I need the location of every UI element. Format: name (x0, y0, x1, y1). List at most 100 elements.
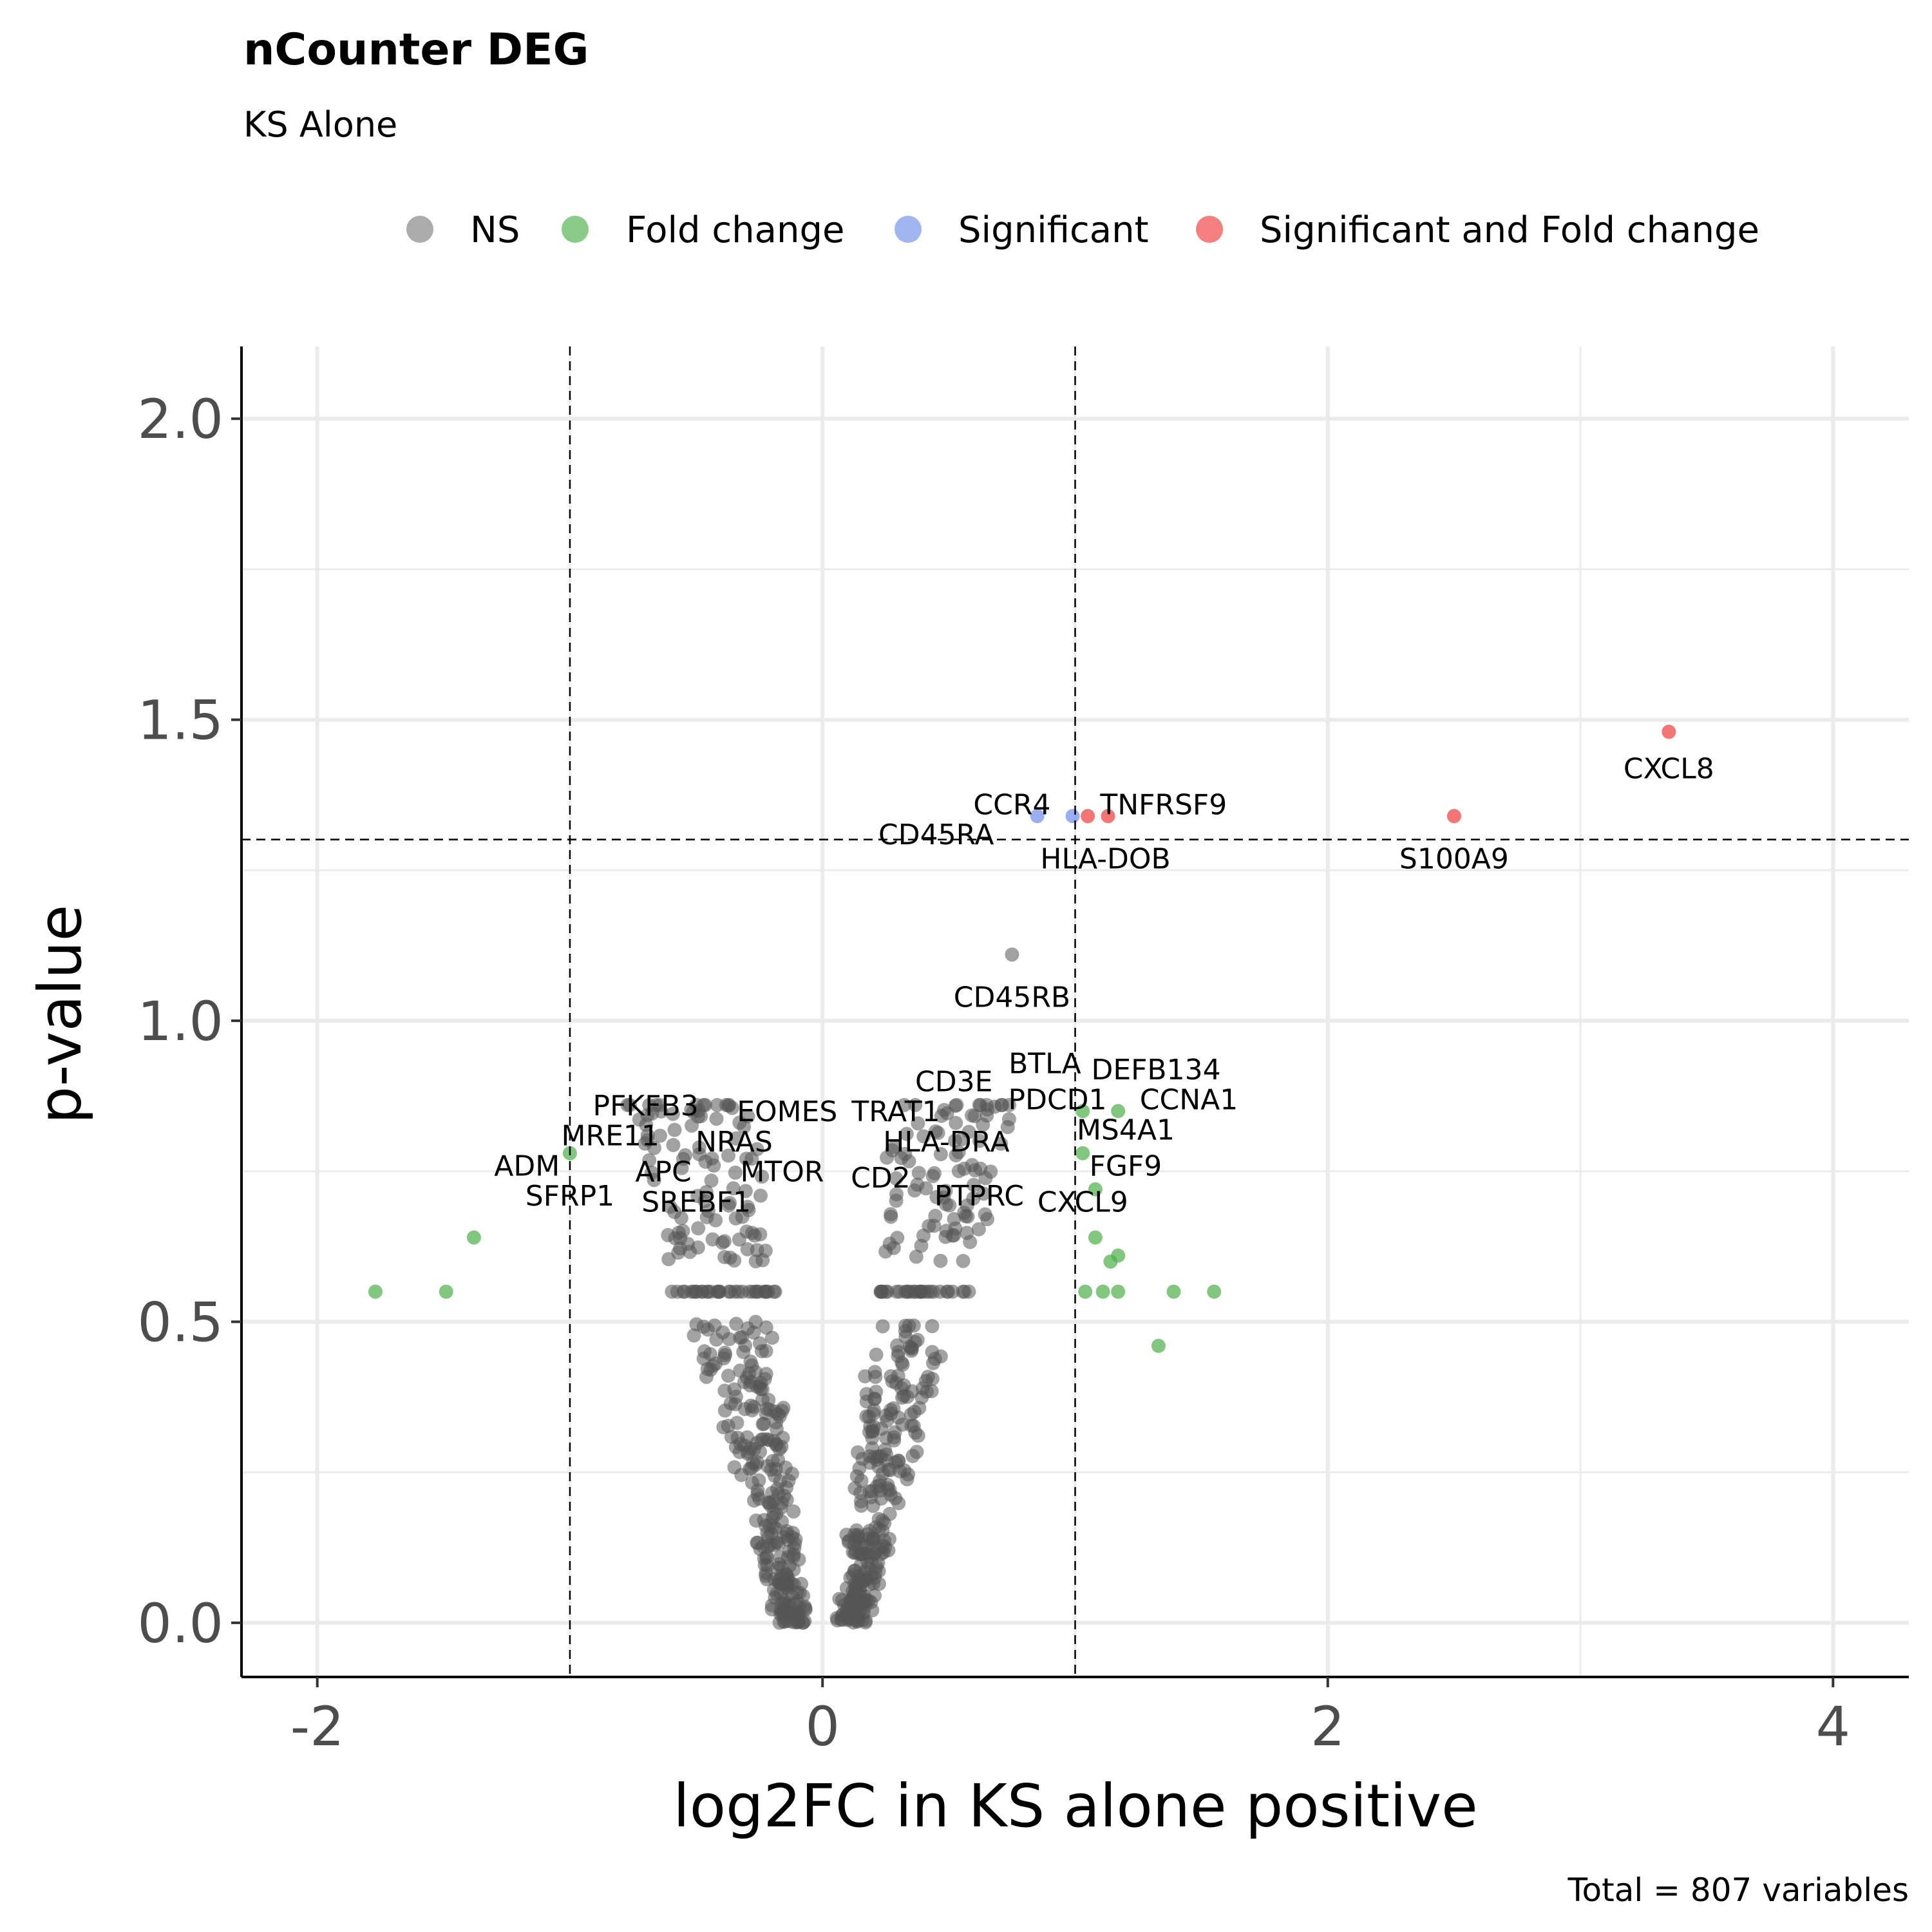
chart-subtitle: KS Alone (243, 104, 397, 145)
legend-item-fold-change: Fold change (562, 209, 844, 251)
ns-point (620, 1097, 635, 1112)
ns-point (904, 1343, 919, 1358)
ns-point (764, 1598, 779, 1613)
ns-point (763, 1498, 778, 1513)
ns-point (705, 1151, 719, 1166)
ns-point (642, 1153, 657, 1168)
ns-point (746, 1325, 761, 1340)
point-fold-change (1095, 1284, 1110, 1299)
ns-point (721, 1368, 735, 1383)
ns-point (890, 1338, 905, 1353)
ns-point (914, 1390, 929, 1405)
ns-point (925, 1372, 940, 1387)
ns-point (868, 1370, 883, 1385)
ns-point (735, 1330, 750, 1345)
ns-point (732, 1444, 747, 1459)
ns-point (748, 1314, 763, 1329)
ns-point (704, 1173, 719, 1188)
ns-point (666, 1138, 681, 1153)
ns-point (721, 1098, 736, 1113)
axes (240, 346, 1909, 1678)
x-tick-label: 0 (806, 1695, 840, 1758)
ns-point (958, 1209, 973, 1224)
ns-point (848, 1600, 862, 1615)
ns-point (1000, 1120, 1015, 1135)
ns-point (721, 1418, 735, 1433)
ns-point (728, 1211, 743, 1226)
ns-point (865, 1430, 880, 1445)
ns-point (737, 1119, 752, 1134)
gene-label: CD2 (851, 1162, 911, 1195)
ns-point (699, 1184, 714, 1199)
ns-point (889, 1376, 904, 1390)
ns-point (965, 1108, 980, 1122)
legend-label-sig-and-fc: Significant and Fold change (1260, 209, 1759, 251)
gene-labels: CXCL8 S100A9 CCR4 TNFRSF9 CD45RA HLA-DOB CD45R… (494, 752, 1714, 1218)
legend-item-significant: Significant (895, 209, 1149, 251)
ns-point (752, 1336, 767, 1350)
ns-point (736, 1345, 751, 1359)
gene-label: TNFRSF9 (1099, 788, 1227, 821)
ns-point (853, 1486, 868, 1501)
ns-point (918, 1181, 933, 1196)
point-fold-change (1111, 1104, 1126, 1119)
ns-point (729, 1316, 744, 1331)
ns-point (859, 1394, 874, 1409)
ns-point (889, 1171, 904, 1186)
ns-point (884, 1209, 898, 1224)
point-fold-change (1075, 1104, 1090, 1119)
ns-point (744, 1358, 759, 1373)
point-fold-change (466, 1230, 481, 1245)
ns-point (717, 1234, 732, 1249)
legend-swatch-ns (406, 216, 433, 243)
ns-point (920, 1284, 935, 1299)
ns-point (723, 1196, 737, 1211)
ns-point (674, 1211, 688, 1226)
ns-point (709, 1112, 724, 1126)
chart-caption: Total = 807 variables (1567, 1871, 1909, 1909)
ns-point (760, 1539, 775, 1554)
ns-point (781, 1473, 796, 1488)
ns-point (697, 1344, 712, 1359)
ns-point (927, 1166, 942, 1180)
ns-point (1005, 947, 1019, 962)
ns-point (707, 1318, 722, 1333)
gene-label: CCR4 (973, 788, 1050, 821)
x-tick-label: 2 (1311, 1695, 1345, 1758)
ns-point (769, 1437, 784, 1452)
gene-label: SREBF1 (641, 1186, 751, 1218)
ns-point (673, 1231, 688, 1245)
gene-label: BTLA (1009, 1047, 1081, 1080)
ns-point (722, 1284, 737, 1299)
gene-label: NRAS (696, 1126, 773, 1159)
ns-point (753, 1188, 768, 1203)
ns-point (900, 1389, 914, 1404)
ns-point (830, 1613, 845, 1628)
ns-point (916, 1129, 931, 1144)
gene-label: PFKFB3 (593, 1090, 699, 1122)
data-points (368, 724, 1676, 1630)
gene-label: TRAT1 (851, 1095, 940, 1128)
ns-point (652, 1128, 667, 1143)
ns-point (889, 1187, 904, 1202)
ns-point (955, 1132, 970, 1146)
ns-point (911, 1116, 925, 1131)
ns-point (862, 1410, 876, 1425)
ns-point (934, 1108, 949, 1123)
ns-point (759, 1320, 773, 1335)
ns-point (779, 1567, 794, 1582)
ns-point (972, 1097, 987, 1112)
ns-point (741, 1200, 755, 1215)
ns-point (971, 1222, 986, 1236)
chart-title: nCounter DEG (243, 24, 589, 75)
ns-point (692, 1140, 706, 1155)
gene-label: PDCD1 (1009, 1084, 1107, 1117)
ns-point (661, 1227, 676, 1242)
ns-point (891, 1410, 906, 1425)
ns-point (873, 1284, 888, 1299)
ns-point (940, 1284, 954, 1299)
ns-point (724, 1430, 739, 1444)
ns-point (858, 1572, 873, 1587)
ns-point (863, 1548, 878, 1563)
ns-point (878, 1453, 893, 1468)
